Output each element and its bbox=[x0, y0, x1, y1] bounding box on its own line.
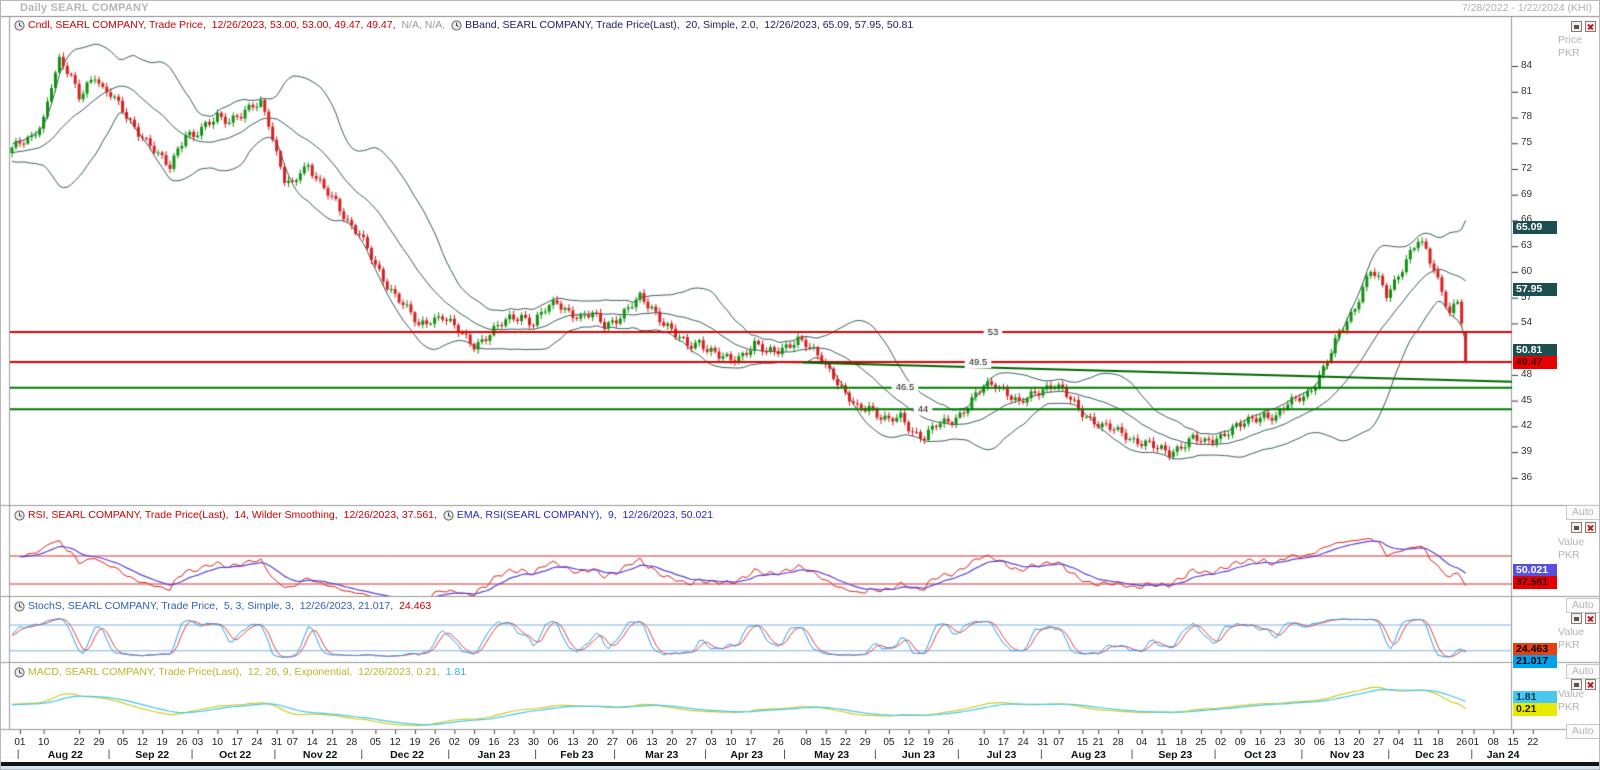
rsi-auto-button[interactable]: Auto bbox=[1566, 598, 1600, 613]
close-button[interactable] bbox=[1585, 522, 1596, 533]
minimize-button[interactable] bbox=[1571, 522, 1582, 533]
price-auto-button[interactable]: Auto bbox=[1566, 505, 1600, 520]
rsi-plot-area[interactable] bbox=[10, 528, 1512, 594]
stoch-plot-area[interactable] bbox=[10, 616, 1512, 660]
close-button[interactable] bbox=[1585, 679, 1596, 690]
rsi-panel-controls bbox=[1571, 522, 1596, 533]
macd-auto-button[interactable]: Auto bbox=[1566, 724, 1600, 739]
close-button[interactable] bbox=[1585, 613, 1596, 624]
price-plot-area[interactable] bbox=[10, 17, 1512, 506]
minimize-button[interactable] bbox=[1571, 613, 1582, 624]
stoch-auto-button[interactable]: Auto bbox=[1566, 664, 1600, 679]
minimize-button[interactable] bbox=[1571, 679, 1582, 690]
macd-plot-area[interactable] bbox=[10, 684, 1512, 728]
price-panel-controls bbox=[1571, 21, 1596, 32]
macd-panel-controls bbox=[1571, 679, 1596, 690]
stoch-panel-controls bbox=[1571, 613, 1596, 624]
minimize-button[interactable] bbox=[1571, 21, 1582, 32]
close-button[interactable] bbox=[1585, 21, 1596, 32]
